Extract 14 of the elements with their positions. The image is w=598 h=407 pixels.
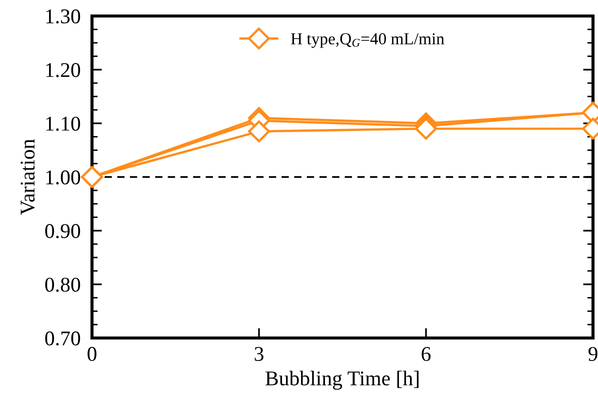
y-tick-label: 1.20 — [46, 63, 80, 78]
y-axis-title: Variation — [20, 139, 35, 215]
y-tick-label: 1.10 — [46, 116, 80, 131]
x-axis-title: Bubbling Time [h] — [266, 370, 419, 390]
x-tick-label: 6 — [422, 346, 431, 361]
x-tick-label: 0 — [88, 346, 96, 361]
y-tick-label: 0.80 — [45, 278, 80, 292]
y-tick-label: 1.30 — [46, 9, 80, 24]
legend-label: H type,Q$_{G}$=40 mL/min — [290, 33, 444, 48]
y-tick-label: 0.90 — [45, 224, 80, 238]
x-tick-label: 3 — [254, 346, 264, 361]
y-tick-label: 0.70 — [45, 331, 80, 346]
x-tick-label: 9 — [588, 346, 598, 361]
y-tick-label: 1.00 — [46, 170, 80, 185]
